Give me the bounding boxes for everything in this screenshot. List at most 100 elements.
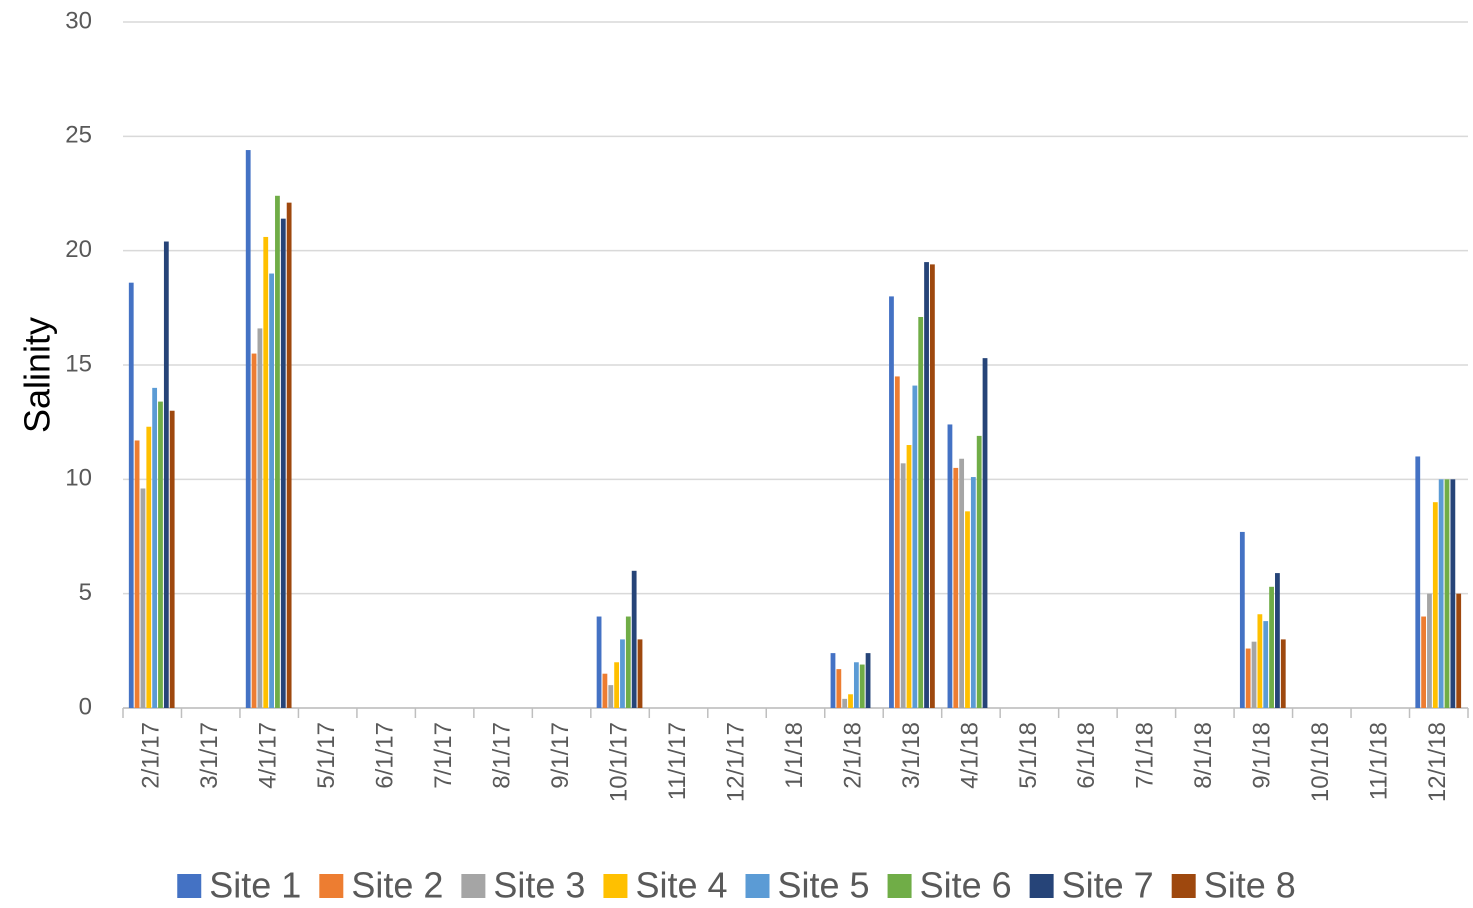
bar [169, 410, 175, 708]
x-tick-label: 8/1/17 [488, 722, 515, 789]
bar [959, 458, 965, 708]
bar [263, 236, 269, 709]
x-tick-label: 12/1/18 [1424, 722, 1451, 802]
bar [163, 241, 169, 708]
x-tick-label: 7/1/18 [1132, 722, 1159, 789]
x-tick-label: 2/1/17 [138, 722, 165, 789]
legend-label: Site 6 [920, 865, 1012, 906]
legend-label: Site 1 [209, 865, 301, 906]
bar [830, 653, 836, 708]
x-tick-label: 9/1/18 [1249, 722, 1276, 789]
bar [280, 218, 286, 709]
bar [889, 296, 894, 708]
x-tick-label: 8/1/18 [1190, 722, 1217, 789]
x-tick-label: 5/1/18 [1015, 722, 1042, 789]
legend-swatch [461, 874, 486, 898]
bar [620, 639, 625, 708]
x-tick-label: 4/1/18 [956, 722, 983, 789]
bar [1239, 531, 1245, 708]
bar [1450, 479, 1456, 708]
legend-swatch [1029, 874, 1054, 898]
bar [637, 639, 643, 708]
bar [1444, 479, 1450, 708]
x-tick-label: 10/1/17 [605, 722, 632, 802]
bar [976, 435, 982, 708]
bar [1415, 456, 1421, 708]
legend-swatch [887, 874, 912, 898]
bar [836, 669, 842, 708]
bar [245, 150, 251, 708]
legend-swatch [319, 874, 344, 898]
x-tick-label: 3/1/17 [196, 722, 223, 789]
bar [269, 273, 274, 708]
legend-label: Site 7 [1062, 865, 1154, 906]
y-tick-label: 10 [65, 465, 92, 492]
bar [1263, 621, 1269, 708]
y-tick-label: 15 [65, 350, 92, 377]
bar [128, 282, 134, 708]
legend-swatch [1171, 874, 1196, 898]
legend-swatch [177, 874, 202, 898]
bar [1280, 639, 1286, 708]
bar [614, 662, 620, 708]
bar [158, 401, 163, 708]
x-tick-label: 3/1/18 [898, 722, 925, 789]
bar [1438, 479, 1444, 708]
legend-label: Site 8 [1204, 865, 1296, 906]
bar [848, 694, 853, 708]
bar [608, 685, 614, 708]
x-tick-label: 6/1/18 [1073, 722, 1100, 789]
x-tick-label: 7/1/17 [430, 722, 457, 789]
x-tick-label: 1/1/18 [781, 722, 808, 789]
legend-label: Site 4 [635, 865, 727, 906]
bar [631, 570, 637, 708]
bar [1432, 502, 1438, 708]
x-tick-label: 11/1/18 [1366, 722, 1393, 800]
bar [602, 673, 608, 708]
legend-swatch [745, 874, 770, 898]
x-tick-label: 11/1/17 [664, 722, 691, 800]
bar [1245, 648, 1251, 708]
bar [900, 463, 906, 708]
x-tick-label: 10/1/18 [1307, 722, 1334, 802]
x-tick-label: 9/1/17 [547, 722, 574, 789]
bar [865, 653, 871, 708]
legend-label: Site 3 [493, 865, 585, 906]
x-tick-label: 4/1/17 [255, 722, 282, 789]
y-tick-label: 0 [79, 693, 92, 720]
bar [1269, 586, 1274, 708]
bar [965, 511, 970, 708]
x-tick-label: 5/1/17 [313, 722, 340, 789]
x-tick-label: 6/1/17 [371, 722, 398, 789]
bar [918, 316, 924, 708]
bar [970, 477, 976, 708]
legend-label: Site 5 [778, 865, 870, 906]
bar [930, 264, 935, 708]
bar [286, 202, 292, 708]
y-tick-label: 30 [65, 7, 92, 34]
bar [906, 445, 912, 708]
bar [924, 262, 929, 708]
bar [953, 467, 959, 708]
bar [146, 426, 152, 708]
bar [859, 664, 865, 708]
y-tick-label: 25 [65, 122, 92, 149]
bar [152, 387, 158, 708]
bar [912, 385, 918, 708]
y-axis-title: Salinity [17, 317, 58, 433]
bar [1251, 641, 1257, 708]
bar [1275, 573, 1280, 708]
bar [1456, 593, 1462, 708]
x-tick-label: 2/1/18 [839, 722, 866, 789]
bar [894, 376, 900, 708]
x-tick-label: 12/1/17 [722, 722, 749, 802]
bar [596, 616, 602, 708]
bar [853, 662, 859, 708]
y-tick-label: 5 [79, 579, 92, 606]
legend-label: Site 2 [351, 865, 443, 906]
y-tick-label: 20 [65, 236, 92, 263]
bar [251, 353, 257, 708]
bar [1427, 593, 1432, 708]
bar [625, 616, 631, 708]
